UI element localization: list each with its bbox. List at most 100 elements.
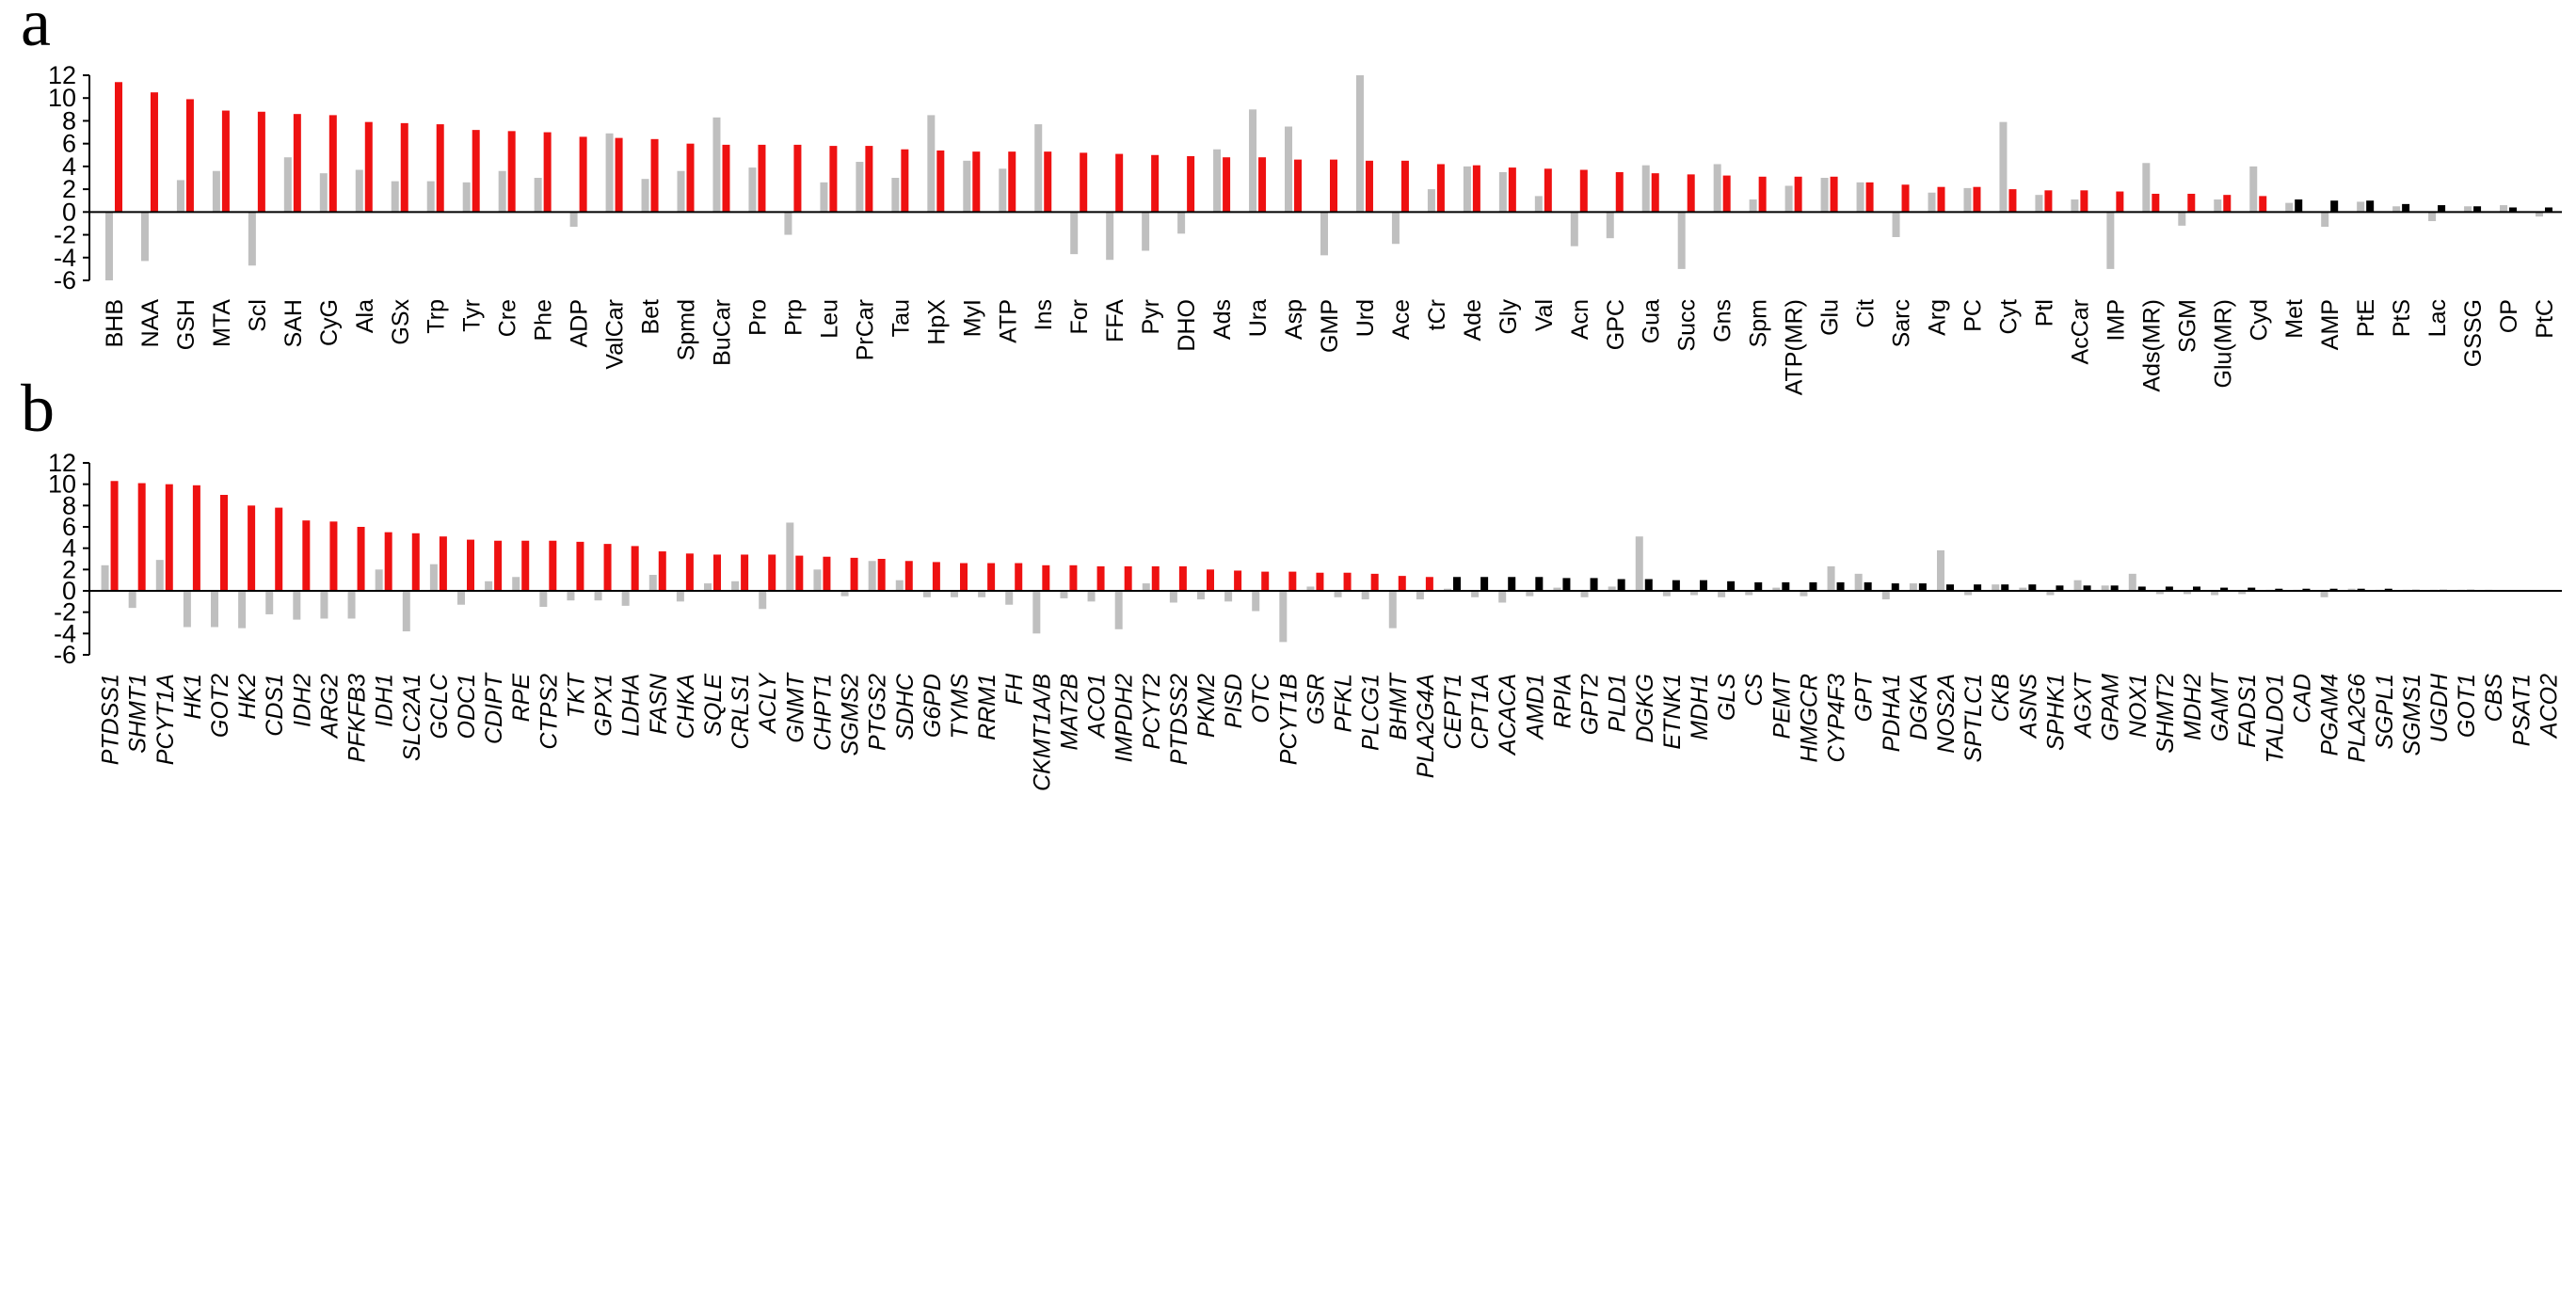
reference-bar [1606, 212, 1614, 239]
significant-bar [1042, 565, 1050, 591]
category-label: Ala [352, 299, 378, 333]
category-label: GPAM [2098, 674, 2124, 741]
significant-bar [829, 146, 838, 213]
significant-bar [793, 144, 802, 213]
reference-bar [1087, 591, 1096, 602]
category-label: SLC2A1 [399, 674, 425, 761]
reference-bar [320, 591, 328, 619]
category-label: Succ [1674, 299, 1701, 352]
significant-bar [1151, 154, 1160, 213]
category-label: ValCar [602, 299, 629, 370]
nonsignificant-bar [1617, 579, 1625, 591]
reference-bar [1334, 591, 1342, 597]
significant-bar [1508, 167, 1516, 213]
reference-bar [868, 561, 876, 591]
category-label: IDH1 [372, 674, 398, 727]
category-label: Pyr [1138, 299, 1164, 335]
category-label: GSSG [2460, 299, 2487, 367]
reference-bar [155, 560, 164, 591]
y-tick-label: 4 [62, 152, 76, 181]
nonsignificant-bar [2110, 585, 2119, 591]
nonsignificant-bar [2028, 584, 2037, 591]
nonsignificant-bar [1782, 581, 1790, 591]
significant-bar [2008, 189, 2017, 213]
significant-bar [114, 82, 122, 213]
reference-bar [2046, 591, 2055, 596]
significant-bar [436, 124, 444, 213]
significant-bar [220, 495, 228, 591]
significant-bar [1758, 176, 1767, 213]
significant-bar [987, 563, 996, 591]
reference-bar [704, 583, 712, 591]
reference-bar [101, 565, 109, 591]
significant-bar [1115, 153, 1124, 213]
reference-bar [2500, 205, 2508, 213]
y-tick-label: 6 [62, 130, 76, 158]
reference-bar [2155, 591, 2164, 595]
category-label: CHPT1 [809, 674, 836, 751]
reference-bar [265, 591, 274, 614]
reference-bar [1427, 189, 1435, 213]
nonsignificant-bar [1754, 581, 1763, 591]
significant-bar [1615, 171, 1624, 213]
reference-bar [1391, 212, 1400, 245]
significant-bar [795, 555, 804, 591]
significant-bar [936, 150, 945, 213]
reference-bar [1361, 591, 1369, 600]
nonsignificant-bar [2545, 207, 2553, 213]
reference-bar [748, 167, 757, 213]
reference-bar [2320, 591, 2328, 597]
significant-bar [850, 557, 858, 591]
significant-bar [1207, 569, 1214, 591]
category-label: Spmd [674, 299, 700, 360]
reference-bar [1224, 591, 1233, 602]
category-label: ACLY [755, 672, 781, 735]
reference-bar [293, 591, 301, 620]
category-label: CyG [316, 299, 343, 346]
reference-bar [2184, 591, 2191, 595]
category-label: Spm [1746, 299, 1772, 347]
significant-bar [221, 110, 230, 213]
significant-bar [713, 554, 721, 591]
significant-bar [2044, 190, 2053, 213]
reference-bar [951, 591, 958, 597]
reference-bar [1213, 149, 1222, 213]
y-tick-label: 0 [62, 577, 76, 605]
category-label: Leu [816, 299, 842, 339]
category-label: Gua [1639, 299, 1665, 343]
significant-bar [865, 146, 873, 213]
reference-bar [856, 162, 864, 213]
reference-bar [1070, 212, 1079, 255]
reference-bar [1526, 591, 1534, 596]
reference-bar [402, 591, 410, 632]
category-label: GNMT [782, 672, 808, 742]
category-label: AGXT [2071, 672, 2097, 739]
significant-bar [185, 99, 194, 213]
category-label: OP [2496, 299, 2522, 333]
significant-bar [658, 551, 666, 591]
category-label: GSR [1303, 674, 1329, 724]
significant-bar [1096, 565, 1105, 591]
reference-bar [813, 569, 822, 591]
category-label: DGKA [1906, 674, 1932, 740]
category-label: Cyt [1995, 299, 2022, 335]
category-label: RPE [508, 674, 535, 723]
category-label: ARG2 [316, 674, 343, 739]
category-label: Acn [1567, 299, 1593, 340]
reference-bar [1306, 586, 1315, 591]
category-label: CEPT1 [1440, 674, 1466, 750]
significant-bar [1687, 174, 1695, 213]
category-label: FADS1 [2234, 674, 2261, 748]
category-label: DGKG [1632, 674, 1658, 743]
reference-bar [1388, 591, 1397, 628]
significant-bar [758, 144, 766, 213]
reference-bar [922, 591, 931, 597]
nonsignificant-bar [2165, 586, 2173, 591]
category-label: GSx [388, 299, 414, 345]
significant-bar [110, 481, 119, 591]
significant-bar [1544, 168, 1552, 213]
category-label: Ins [1031, 299, 1057, 330]
y-tick-label: 12 [48, 449, 76, 477]
reference-bar [840, 591, 849, 596]
category-label: PKM2 [1193, 674, 1220, 738]
